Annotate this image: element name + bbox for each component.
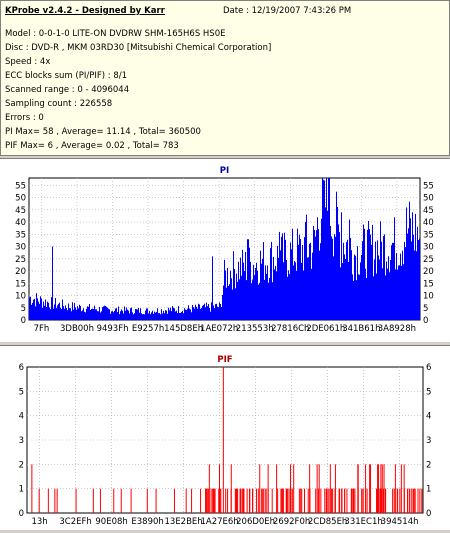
app-title: KProbe v2.4.2 - Designed by Karr <box>5 6 165 16</box>
speed-line: Speed : 4x <box>5 57 51 67</box>
y-tick-label-left: 55 <box>15 181 26 191</box>
x-tick-label: 145D8Eh <box>164 324 203 334</box>
y-tick-label-left: 10 <box>15 292 26 302</box>
pif-chart: 0 0 1 1 2 2 3 3 4 4 5 5 6 6 13h 3C2EFh 90E08h E3890h 13E2B… <box>19 355 432 527</box>
errors-line: Errors : 0 <box>5 113 44 123</box>
y-tick-label-left: 35 <box>15 230 26 240</box>
y-tick-label-left: 0 <box>21 316 26 326</box>
sampling-line: Sampling count : 226558 <box>5 99 113 109</box>
x-tick-label: 27816Ch <box>271 324 309 334</box>
y-tick-label-right: 50 <box>423 194 434 204</box>
y-tick-label-right: 20 <box>423 267 434 277</box>
x-tick-label: 341B61h <box>342 324 380 334</box>
y-tick-label-right: 40 <box>423 218 434 228</box>
x-tick-label: 9493Fh <box>97 324 129 334</box>
pif-chart-panel: 0 0 1 1 2 2 3 3 4 4 5 5 6 6 13h 3C2EFh 90E08h E3890h 13E2B… <box>0 345 450 530</box>
y-tick-label-left: 50 <box>15 194 26 204</box>
y-tick-label-right: 5 <box>426 387 431 397</box>
y-tick-label-left: 3 <box>19 436 24 446</box>
pi-stats-line: PI Max= 58 , Average= 11.14 , Total= 360… <box>5 127 201 137</box>
y-tick-label-right: 1 <box>426 485 431 495</box>
y-tick-label-right: 5 <box>423 304 428 314</box>
y-tick-label-left: 4 <box>19 412 24 422</box>
y-tick-label-right: 6 <box>426 363 431 373</box>
y-tick-label-left: 20 <box>15 267 26 277</box>
y-tick-label-right: 0 <box>426 509 431 519</box>
y-tick-label-right: 10 <box>423 292 434 302</box>
model-line: Model : 0-0-1-0 LITE-ON DVDRW SHM-165H6S… <box>5 29 226 39</box>
y-tick-label-right: 25 <box>423 255 434 265</box>
x-tick-label: E3890h <box>131 517 163 527</box>
x-tick-label: 2692F0h <box>273 517 310 527</box>
y-tick-label-left: 25 <box>15 255 26 265</box>
y-tick-label-left: 5 <box>21 304 26 314</box>
x-tick-label: 90E08h <box>95 517 127 527</box>
x-tick-label: 2DE061h <box>306 324 345 334</box>
x-tick-label: 13E2BEh <box>165 517 203 527</box>
y-tick-label-right: 55 <box>423 181 434 191</box>
y-tick-label-right: 35 <box>423 230 434 240</box>
pi-chart-panel: 0 0 5 5 10 10 15 15 20 20 25 25 30 30 35 35 40 40 45 45 50 50… <box>0 158 450 342</box>
x-tick-label: 13h <box>31 517 47 527</box>
y-tick-label-right: 45 <box>423 206 434 216</box>
y-tick-label-right: 4 <box>426 412 431 422</box>
x-tick-label: E9257h <box>132 324 164 334</box>
x-tick-label: 1AE072h <box>200 324 238 334</box>
x-tick-label: 2CD85Eh <box>308 517 347 527</box>
x-tick-label: 7Fh <box>34 324 50 334</box>
y-tick-label-left: 6 <box>19 363 24 373</box>
x-tick-label: 3A8928h <box>378 324 416 334</box>
y-tick-label-left: 15 <box>15 279 26 289</box>
disc-line: Disc : DVD-R , MKM 03RD30 [Mitsubishi Ch… <box>5 43 272 53</box>
y-tick-label-left: 1 <box>19 485 24 495</box>
y-tick-label-right: 2 <box>426 460 431 470</box>
pif-stats-line: PIF Max= 6 , Average= 0.02 , Total= 783 <box>5 141 179 151</box>
x-tick-label: 331EC1h <box>344 517 382 527</box>
y-tick-label-left: 5 <box>19 387 24 397</box>
pif-series <box>31 367 423 513</box>
y-tick-label-left: 45 <box>15 206 26 216</box>
y-tick-label-left: 2 <box>19 460 24 470</box>
y-tick-label-left: 30 <box>15 243 26 253</box>
chart-title: PIF <box>217 355 232 365</box>
x-tick-label: 394514h <box>381 517 419 527</box>
info-panel: KProbe v2.4.2 - Designed by Karr Date : … <box>0 0 450 156</box>
y-tick-label-right: 30 <box>423 243 434 253</box>
range-line: Scanned range : 0 - 4096044 <box>5 85 130 95</box>
x-tick-label: 3DB00h <box>60 324 94 334</box>
ecc-line: ECC blocks sum (PI/PIF) : 8/1 <box>5 71 128 81</box>
chart-title: PI <box>220 166 229 176</box>
y-tick-label-right: 0 <box>423 316 428 326</box>
y-tick-label-left: 0 <box>19 509 24 519</box>
x-tick-label: 3C2EFh <box>59 517 91 527</box>
y-tick-label-right: 3 <box>426 436 431 446</box>
x-tick-label: 1A27E6h <box>200 517 238 527</box>
pi-series <box>29 178 420 320</box>
x-tick-label: 213553h <box>236 324 274 334</box>
x-tick-label: 206D0Eh <box>236 517 275 527</box>
y-tick-label-left: 40 <box>15 218 26 228</box>
y-tick-label-right: 15 <box>423 279 434 289</box>
scan-date: Date : 12/19/2007 7:43:26 PM <box>223 6 352 16</box>
